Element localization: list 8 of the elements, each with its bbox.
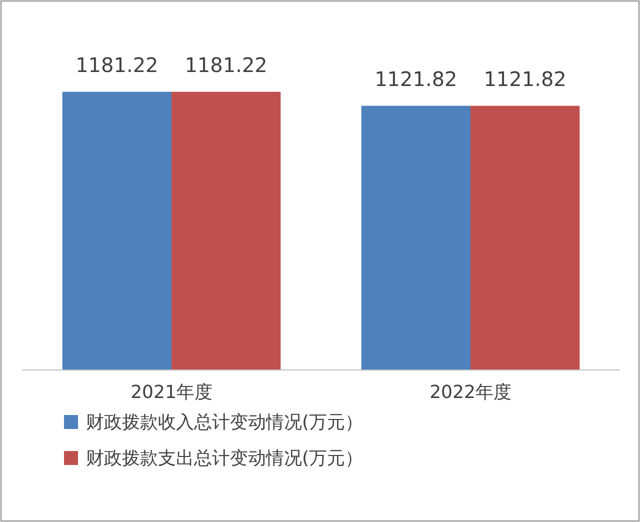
legend-label: 财政拨款收入总计变动情况(万元） <box>86 412 364 433</box>
data-label: 1121.82 <box>484 66 566 91</box>
x-tick-label: 2022年度 <box>430 382 512 403</box>
legend-label: 财政拨款支出总计变动情况(万元） <box>86 448 364 469</box>
x-tick-label: 2021年度 <box>130 382 212 403</box>
data-label: 1181.22 <box>184 52 268 77</box>
data-label: 1181.22 <box>76 52 158 77</box>
data-label: 1121.82 <box>374 66 458 91</box>
